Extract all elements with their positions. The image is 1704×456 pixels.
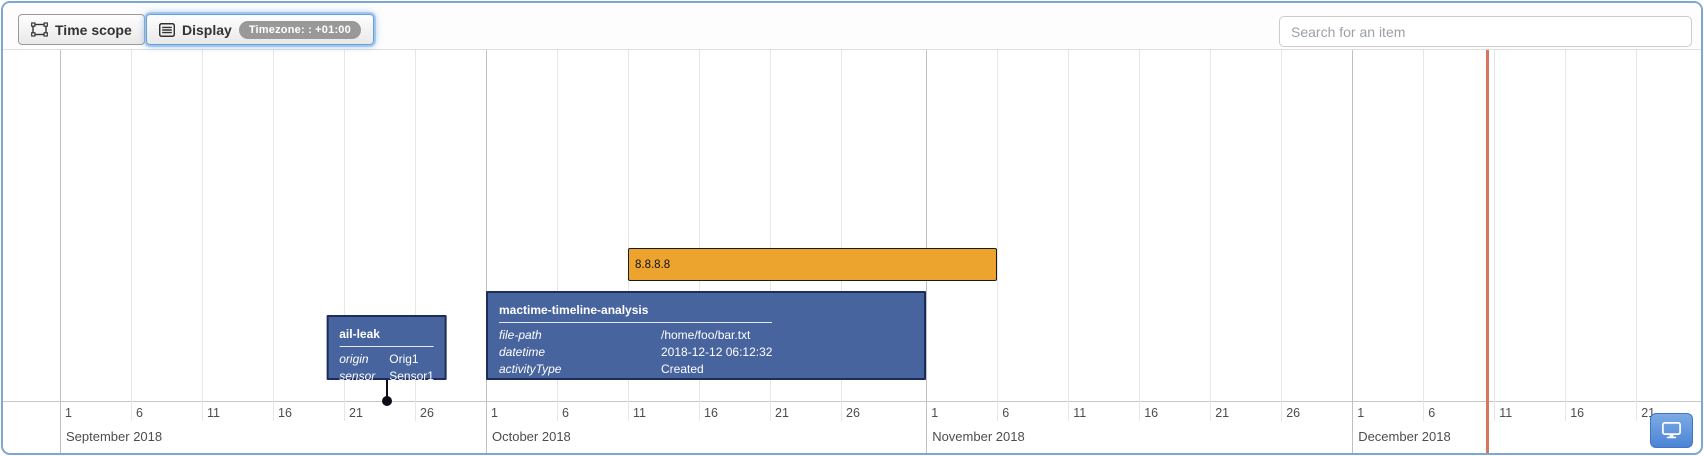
axis-day-label: 21 bbox=[349, 406, 363, 420]
current-time-line bbox=[1486, 50, 1490, 453]
screenshot-button[interactable] bbox=[1650, 413, 1693, 448]
chart-top-border bbox=[3, 49, 1701, 50]
grid-line-minor bbox=[1423, 50, 1425, 421]
item-field-value: /home/foo/bar.txt bbox=[661, 328, 751, 342]
axis-day-label: 1 bbox=[491, 406, 498, 420]
monitor-icon bbox=[1662, 422, 1681, 439]
timeline-item-mactime-timeline-analysis[interactable]: mactime-timeline-analysis file-path/home/… bbox=[486, 291, 927, 380]
axis-day-label: 11 bbox=[207, 406, 220, 420]
timezone-badge: Timezone: : +01:00 bbox=[238, 20, 361, 39]
axis-day-label: 16 bbox=[704, 406, 718, 420]
search-input[interactable] bbox=[1279, 16, 1692, 47]
grid-line-minor bbox=[415, 50, 416, 421]
item-field-key: file-path bbox=[499, 328, 542, 342]
grid-line-major bbox=[60, 50, 61, 453]
item-field-value: Orig1 bbox=[389, 352, 419, 366]
axis-day-label: 1 bbox=[65, 406, 72, 420]
axis-day-label: 11 bbox=[633, 406, 646, 420]
grid-line-minor bbox=[841, 50, 842, 421]
grid-line-major bbox=[1352, 50, 1354, 453]
display-label: Display bbox=[182, 21, 232, 38]
display-button[interactable]: Display Timezone: : +01:00 bbox=[146, 14, 374, 45]
item-axis-dot bbox=[381, 396, 392, 406]
axis-day-label: 6 bbox=[136, 406, 143, 420]
axis-day-label: 21 bbox=[1215, 406, 1230, 420]
axis-month-label: December 2018 bbox=[1358, 429, 1451, 444]
axis-day-label: 26 bbox=[420, 406, 434, 420]
time-scope-label: Time scope bbox=[55, 21, 132, 38]
axis-day-label: 1 bbox=[931, 406, 939, 420]
axis-day-label: 16 bbox=[1144, 406, 1159, 420]
list-alt-icon bbox=[159, 22, 175, 37]
grid-line-minor bbox=[1494, 50, 1496, 421]
time-axis-line bbox=[3, 401, 1701, 402]
item-field-key: origin bbox=[339, 352, 369, 366]
grid-line-minor bbox=[273, 50, 274, 421]
axis-day-label: 26 bbox=[1286, 406, 1301, 420]
object-group-icon bbox=[31, 22, 48, 37]
timeline-item-ail-leak[interactable]: ail-leak origin Orig1 sensor Sensor1 bbox=[326, 315, 447, 383]
axis-day-label: 11 bbox=[1499, 406, 1513, 420]
axis-month-label: September 2018 bbox=[66, 429, 163, 444]
grid-line-minor bbox=[1636, 50, 1638, 421]
grid-line-minor bbox=[344, 50, 345, 421]
item-field-value: 2018-12-12 06:12:32 bbox=[661, 345, 773, 359]
grid-line-minor bbox=[1139, 50, 1141, 421]
grid-line-minor bbox=[770, 50, 771, 421]
timeline-chart[interactable]: 1 6 11 16 21 26 September 2018 1 6 11 16 21 26 Octobe… bbox=[3, 3, 1701, 453]
axis-day-label: 26 bbox=[846, 406, 860, 420]
grid-line-minor bbox=[997, 50, 999, 421]
grid-line-minor bbox=[131, 50, 132, 421]
grid-line-minor bbox=[202, 50, 203, 421]
grid-line-minor bbox=[557, 50, 558, 421]
grid-line-minor bbox=[1068, 50, 1070, 421]
item-title: mactime-timeline-analysis bbox=[499, 303, 773, 323]
item-field-key: activityType bbox=[499, 362, 562, 376]
axis-day-label: 11 bbox=[1073, 406, 1087, 420]
grid-line-minor bbox=[1565, 50, 1567, 421]
axis-day-label: 6 bbox=[562, 406, 569, 420]
axis-month-label: November 2018 bbox=[932, 429, 1025, 444]
axis-day-label: 16 bbox=[278, 406, 292, 420]
axis-day-label: 1 bbox=[1357, 406, 1365, 420]
item-title: ail-leak bbox=[339, 327, 434, 347]
axis-day-label: 6 bbox=[1428, 406, 1436, 420]
grid-line-minor bbox=[1281, 50, 1283, 421]
timeline-item-ip-8888[interactable]: 8.8.8.8 bbox=[628, 248, 998, 281]
item-field-key: sensor bbox=[339, 369, 376, 383]
item-label: 8.8.8.8 bbox=[635, 258, 671, 271]
axis-day-label: 21 bbox=[775, 406, 789, 420]
grid-line-minor bbox=[699, 50, 700, 421]
item-field-value: Sensor1 bbox=[389, 369, 434, 383]
item-field-key: datetime bbox=[499, 345, 546, 359]
axis-day-label: 16 bbox=[1570, 406, 1585, 420]
grid-line-minor bbox=[1210, 50, 1212, 421]
toolbar: Time scope Display Timezone: : +01:00 bbox=[3, 3, 1701, 49]
item-field-value: Created bbox=[661, 362, 704, 376]
grid-line-minor bbox=[628, 50, 629, 421]
time-scope-button[interactable]: Time scope bbox=[18, 14, 145, 45]
axis-day-label: 6 bbox=[1002, 406, 1010, 420]
axis-month-label: October 2018 bbox=[492, 429, 571, 444]
item-axis-connector bbox=[385, 380, 388, 401]
grid-line-major bbox=[486, 50, 487, 453]
